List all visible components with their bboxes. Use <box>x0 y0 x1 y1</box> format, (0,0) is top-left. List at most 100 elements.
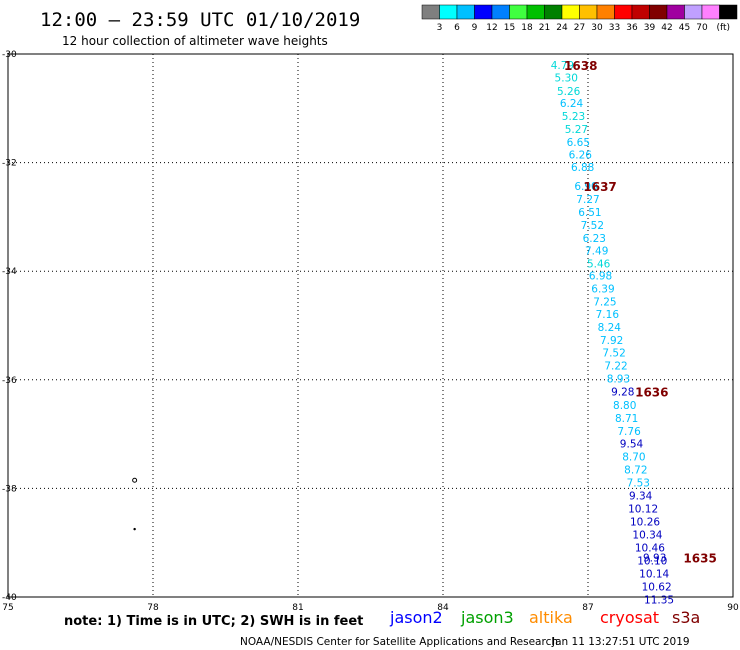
island-marker <box>132 477 138 483</box>
colorbar-swatch <box>719 4 738 20</box>
colorbar-swatch <box>579 4 598 20</box>
wave-height-point: 5.46 <box>587 259 611 271</box>
colorbar-swatch <box>456 4 475 20</box>
wave-height-point: 7.27 <box>576 194 599 206</box>
chart-subtitle: 12 hour collection of altimeter wave hei… <box>62 34 328 48</box>
wave-height-point: 6.65 <box>567 137 590 149</box>
colorbar-label: 45 <box>679 23 690 33</box>
colorbar-swatch <box>701 4 720 20</box>
colorbar-label: 39 <box>644 23 656 33</box>
wave-height-point: 7.52 <box>602 348 625 360</box>
wave-height-point: 7.49 <box>585 246 608 258</box>
wave-height-point: 8.70 <box>622 451 645 463</box>
y-tick-label: -38 <box>2 484 17 494</box>
wave-height-point: 5.26 <box>557 86 581 98</box>
wave-height-point: 8.80 <box>613 400 636 412</box>
pass-time-label: 1635 <box>683 551 716 565</box>
satellite-legend: jason2 jason3 altika cryosat s3a <box>389 608 700 627</box>
x-tick-label: 84 <box>437 603 449 613</box>
legend-altika: altika <box>529 608 573 627</box>
colorbar-swatch <box>561 4 580 20</box>
wave-height-point: 7.22 <box>604 361 627 373</box>
wave-height-point: 9.54 <box>620 438 644 450</box>
wave-height-point: 8.24 <box>598 322 622 334</box>
colorbar-swatch <box>421 4 440 20</box>
wave-height-point: 10.46 <box>635 543 665 555</box>
wave-height-point: 10.14 <box>639 569 669 581</box>
colorbar-label: 70 <box>696 23 708 33</box>
wave-height-point: 9.93 <box>643 552 666 564</box>
wave-height-point: 6.88 <box>571 162 594 174</box>
wave-height-point: 5.23 <box>562 111 585 123</box>
colorbar-label: 36 <box>626 23 638 33</box>
x-tick-label: 78 <box>147 603 159 613</box>
colorbar-label: 33 <box>609 23 620 33</box>
wave-height-point: 7.25 <box>593 297 616 309</box>
wave-height-point: 7.53 <box>627 477 650 489</box>
x-tick-label: 81 <box>292 603 303 613</box>
footer-credit: NOAA/NESDIS Center for Satellite Applica… <box>240 636 558 648</box>
colorbar-swatch <box>474 4 493 20</box>
wave-height-point: 5.30 <box>555 72 578 84</box>
colorbar-swatch <box>649 4 668 20</box>
plot-area: 75 78 81 84 87 90 -30 -32 -34 -36 -38 -40 4.795.30 5.… <box>2 50 739 613</box>
wave-height-point: 8.71 <box>615 413 638 425</box>
colorbar-unit: (ft) <box>717 23 731 33</box>
wave-height-point: 6.39 <box>591 284 614 296</box>
wave-height-point: 8.93 <box>607 374 630 386</box>
legend-cryosat: cryosat <box>600 608 659 627</box>
x-tick-label: 87 <box>582 603 593 613</box>
pass-time-label: 1637 <box>583 180 616 194</box>
wave-height-point: 10.12 <box>628 503 658 515</box>
wave-height-point: 9.28 <box>611 387 634 399</box>
wave-height-point: 7.52 <box>581 220 604 232</box>
pass-time-label: 1636 <box>635 386 668 400</box>
colorbar-label: 9 <box>472 23 478 33</box>
x-tick-label: 90 <box>727 603 739 613</box>
plot-frame <box>7 53 734 598</box>
wave-height-point: 6.90 <box>574 181 597 193</box>
colorbar-swatch <box>491 4 510 20</box>
wave-height-point: 6.23 <box>583 233 606 245</box>
colorbar-label: 24 <box>556 23 568 33</box>
wave-height-point: 6.26 <box>569 149 593 161</box>
colorbar-label: 27 <box>574 23 585 33</box>
wave-height-point: 4.79 <box>551 60 574 72</box>
island-marker <box>133 527 136 531</box>
colorbar-swatch <box>684 4 703 20</box>
colorbar-label: 15 <box>504 23 515 33</box>
y-tick-label: -30 <box>2 50 17 60</box>
wave-height-point: 10.10 <box>637 556 667 568</box>
colorbar-swatch <box>526 4 545 20</box>
wave-height-point: 11.35 <box>644 595 674 607</box>
wave-height-point: 6.51 <box>578 207 601 219</box>
colorbar-swatch <box>544 4 563 20</box>
colorbar-swatch <box>509 4 528 20</box>
chart-title: 12:00 – 23:59 UTC 01/10/2019 <box>40 9 360 31</box>
legend-s3a: s3a <box>672 608 700 627</box>
wave-height-point: 10.34 <box>632 530 662 542</box>
footer-timestamp: Jan 11 13:27:51 UTC 2019 <box>551 636 690 648</box>
wave-height-point: 7.92 <box>600 335 623 347</box>
x-tick-label: 75 <box>2 603 13 613</box>
color-scale-bar: 3 6 9 12 15 18 21 24 27 30 33 36 39 42 45 70 (ft) <box>421 4 738 33</box>
footer-note: note: 1) Time is in UTC; 2) SWH is in fe… <box>64 614 363 629</box>
colorbar-label: 12 <box>486 23 497 33</box>
y-tick-label: -36 <box>2 376 17 386</box>
colorbar-label: 3 <box>437 23 443 33</box>
y-tick-label: -40 <box>2 593 17 603</box>
y-tick-label: -32 <box>2 159 17 169</box>
wave-height-point: 10.26 <box>630 517 660 529</box>
colorbar-label: 6 <box>454 23 460 33</box>
colorbar-label: 21 <box>539 23 550 33</box>
y-tick-label: -34 <box>2 267 17 277</box>
colorbar-swatch <box>439 4 458 20</box>
legend-jason3: jason3 <box>460 608 514 627</box>
colorbar-label: 42 <box>661 23 672 33</box>
wave-height-point: 7.16 <box>596 309 620 321</box>
wave-height-point: 7.76 <box>617 426 641 438</box>
wave-height-point: 9.34 <box>629 490 653 502</box>
wave-height-point: 6.24 <box>560 98 584 110</box>
colorbar-label: 18 <box>521 23 533 33</box>
